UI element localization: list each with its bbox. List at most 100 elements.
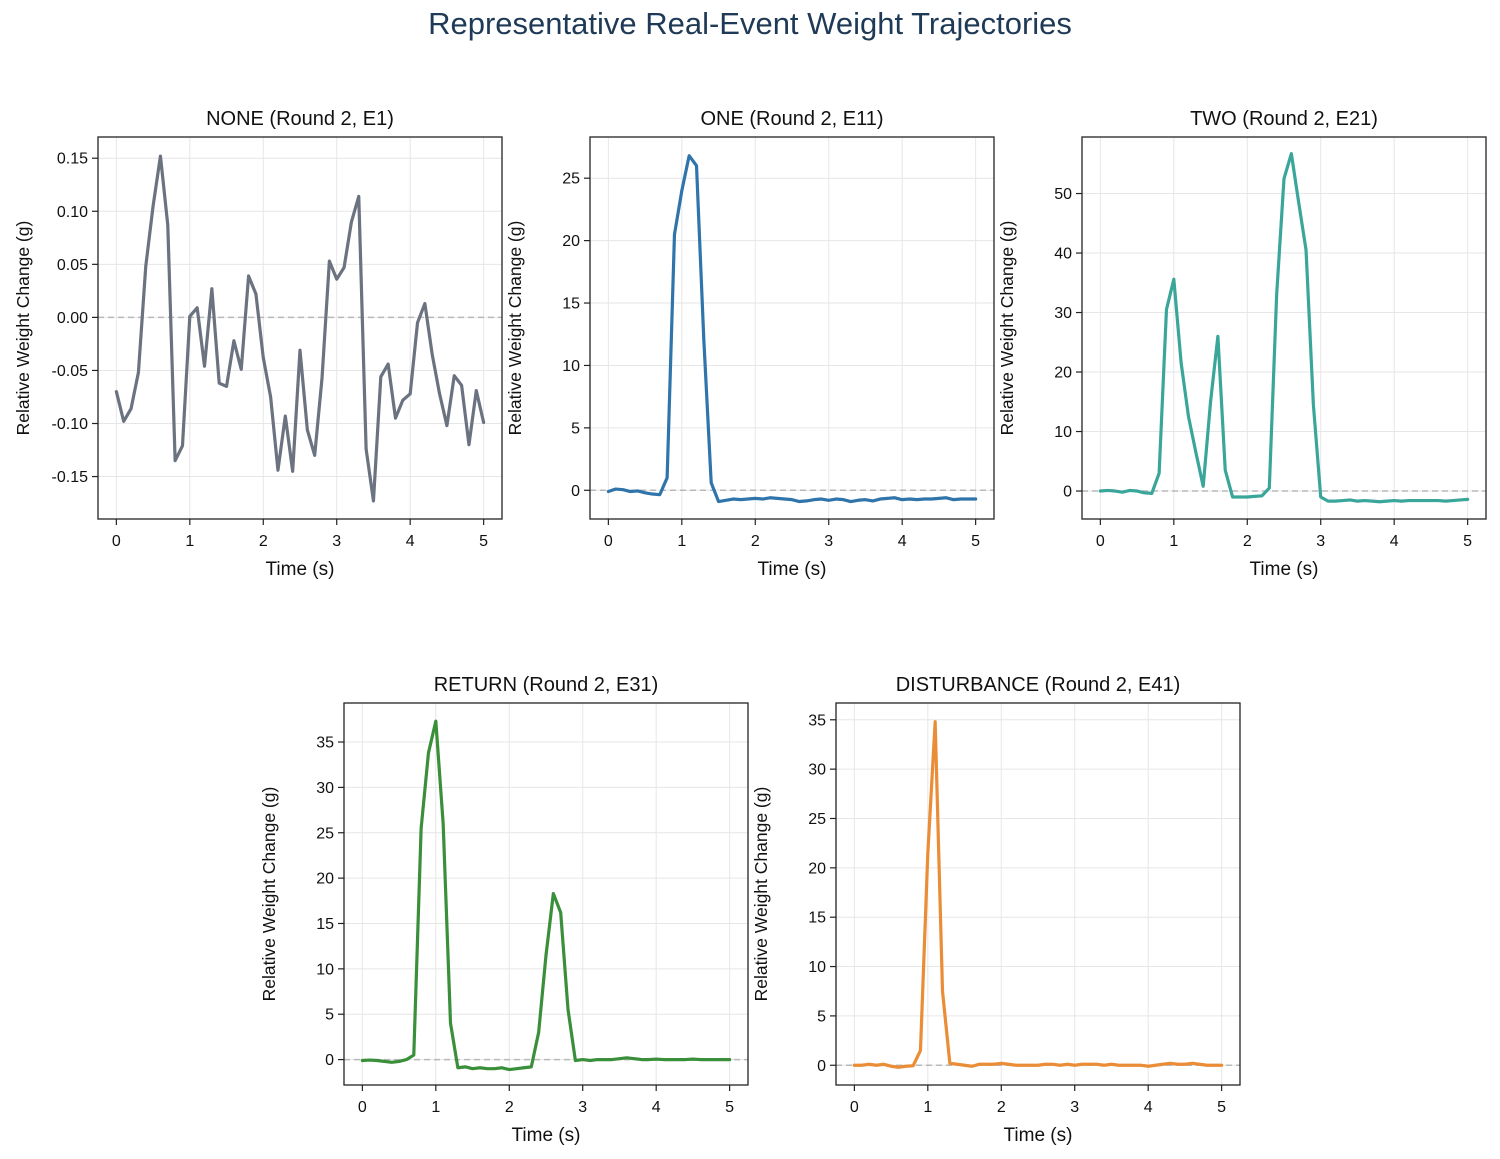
x-tick-label: 4 [406,533,415,550]
data-point [655,1058,658,1061]
data-point [401,399,404,402]
data-point [691,1058,694,1061]
data-point [522,1066,525,1069]
y-tick-label: 20 [562,233,580,250]
y-axis-label: Relative Weight Change (g) [505,221,525,436]
y-tick-label: 15 [316,916,334,933]
data-point [1363,499,1366,502]
series-line [606,154,978,504]
data-point [897,1066,900,1069]
data-point [1378,500,1381,503]
plot-area [98,137,502,519]
y-tick-label: 0 [817,1058,826,1075]
y-tick-label: 5 [571,420,580,437]
chart-title: ONE (Round 2, E11) [700,108,883,130]
data-point [313,454,316,457]
x-tick-label: 0 [112,533,121,550]
data-point [1205,1064,1208,1067]
data-point [405,1058,408,1061]
x-tick-label: 1 [677,533,686,550]
plot-frame [343,702,749,1086]
data-point [724,499,727,502]
data-point [1158,472,1161,475]
data-point [607,490,610,493]
data-point [893,496,896,499]
data-point [566,1008,569,1011]
data-point [218,382,221,385]
data-point [853,1064,856,1067]
data-point [445,424,448,427]
data-point [805,499,808,502]
data-point [930,497,933,500]
data-point [196,306,199,309]
y-axis-label: Relative Weight Change (g) [997,221,1017,436]
data-point [633,1057,636,1060]
data-point [1036,1064,1039,1067]
data-point [1154,1064,1157,1067]
x-tick-label: 4 [898,533,907,550]
x-axis-label: Time (s) [1004,1125,1073,1146]
data-point [695,164,698,167]
data-point [658,493,661,496]
chart-panel-none: 0 1 2 3 4 5 -0.15 -0.10 -0.05 0.00 0.05 0.10 0.15 NON… [13,108,503,580]
data-point [908,497,911,500]
data-point [500,1066,503,1069]
data-point [225,385,228,388]
data-point [1349,498,1352,501]
data-point [978,1063,981,1066]
series-line [852,720,1224,1069]
data-point [1213,1064,1216,1067]
data-point [1176,1063,1179,1066]
data-point [464,1065,467,1068]
data-point [926,851,929,854]
data-point [970,1065,973,1068]
data-point [1319,495,1322,498]
data-point [552,892,555,895]
series-line [1098,152,1470,504]
y-tick-label: 0 [571,483,580,500]
data-point [717,500,720,503]
data-point [1209,400,1212,403]
x-tick-label: 4 [1144,1099,1153,1116]
data-point [1191,1062,1194,1065]
data-point [1143,491,1146,494]
data-point [706,1058,709,1061]
data-point [1110,1063,1113,1066]
data-point [1169,1062,1172,1065]
data-point [284,414,287,417]
data-point [460,384,463,387]
y-axis-label: Relative Weight Change (g) [751,787,771,1002]
data-point [889,1065,892,1068]
data-point [1194,451,1197,454]
data-point [1106,489,1109,492]
x-tick-label: 5 [479,533,488,550]
data-point [680,189,683,192]
data-point [603,1058,606,1061]
data-point [1429,499,1432,502]
y-tick-label: 10 [562,358,580,375]
data-point [857,499,860,502]
data-point [1216,335,1219,338]
data-point [475,389,478,392]
x-tick-label: 1 [1169,533,1178,550]
data-point [449,1022,452,1025]
data-point [1080,1063,1083,1066]
data-point [350,220,353,223]
x-tick-label: 0 [850,1099,859,1116]
data-point [912,1064,915,1067]
data-point [372,499,375,502]
data-point [530,1065,533,1068]
y-tick-label: 0.15 [57,151,88,168]
plot-frame [835,702,1241,1086]
data-point [934,720,937,723]
x-tick-label: 3 [332,533,341,550]
data-point [860,1064,863,1067]
data-point [1113,489,1116,492]
x-tick-label: 0 [358,1099,367,1116]
data-point [320,376,323,379]
y-tick-label: 25 [808,811,826,828]
y-axis-label: Relative Weight Change (g) [259,787,279,1002]
x-tick-label: 2 [259,533,268,550]
data-point [361,1059,364,1062]
data-point [879,497,882,500]
